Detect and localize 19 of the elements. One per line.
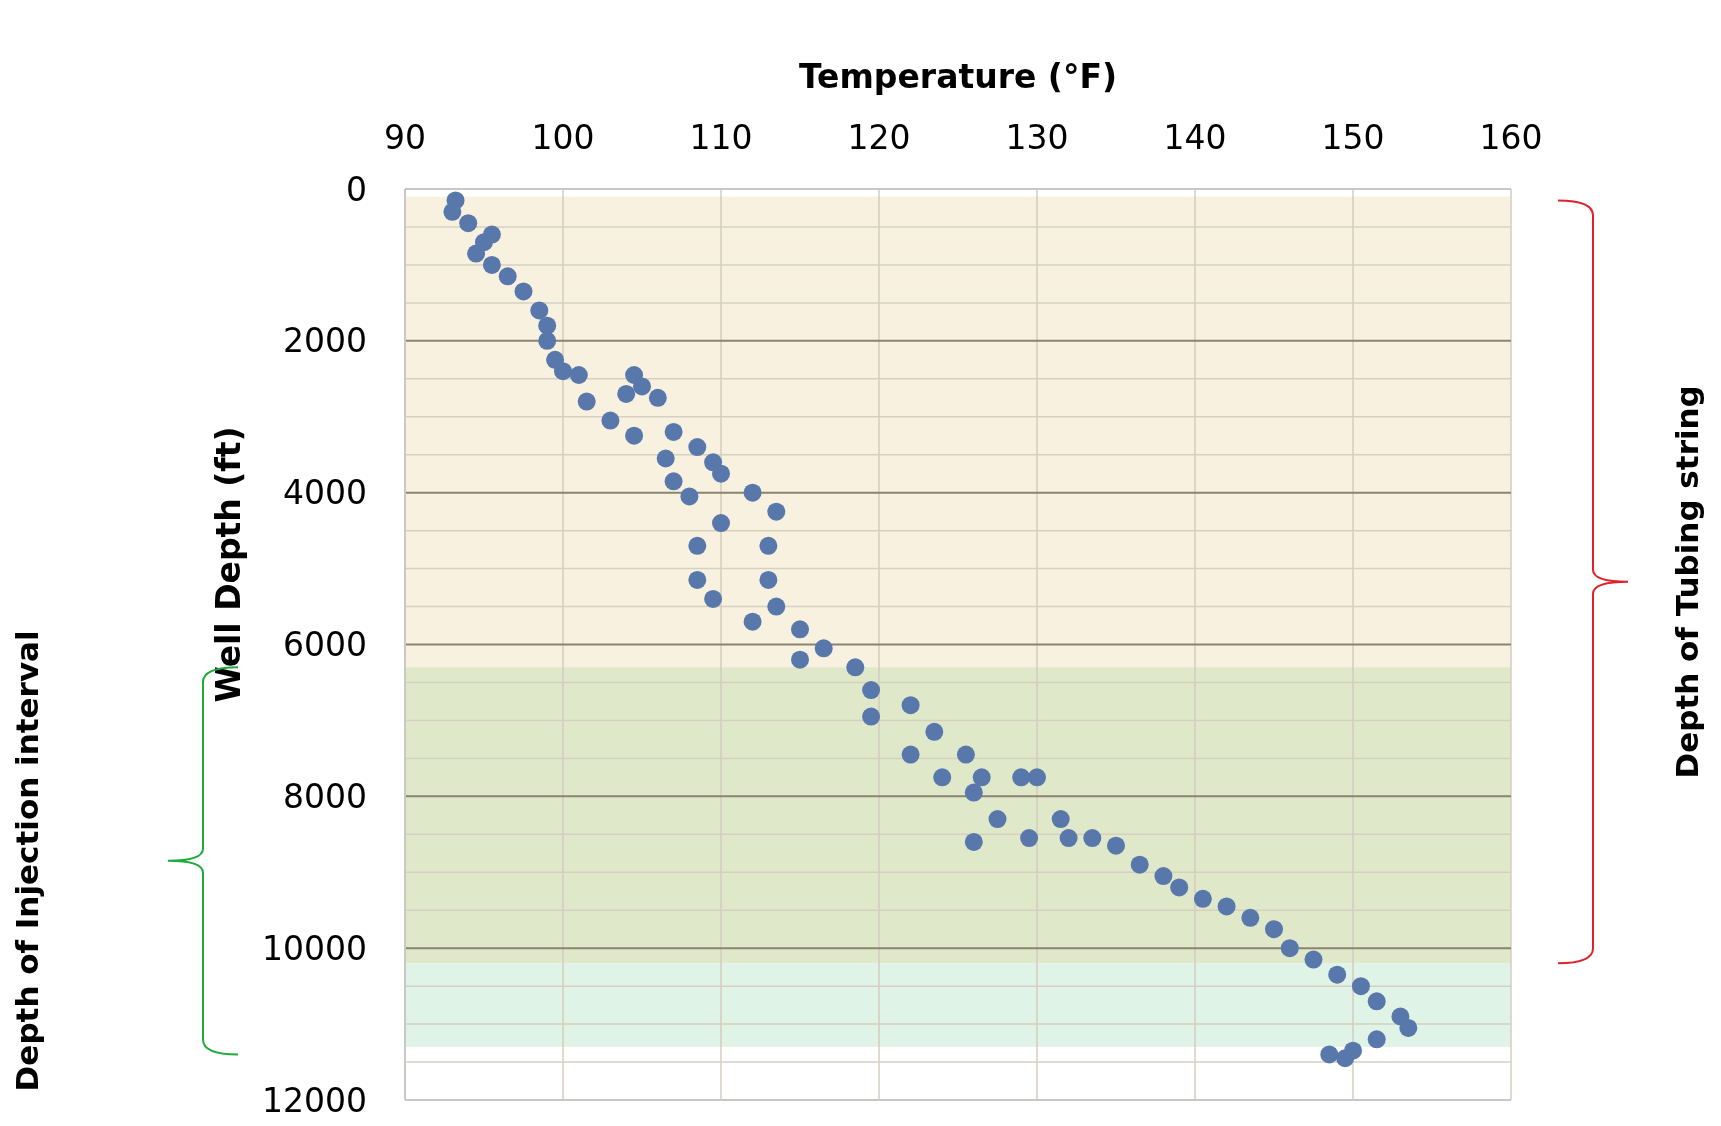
y-tick-label: 2000 — [283, 321, 367, 361]
y-axis-title: Well Depth (ft) — [209, 426, 248, 703]
x-tick-label: 100 — [531, 118, 595, 157]
x-tick-label: 150 — [1321, 118, 1385, 157]
x-tick-label: 120 — [847, 118, 911, 157]
y-tick-label: 10000 — [262, 928, 367, 968]
text: Depth of Injection interval — [9, 630, 45, 1092]
x-tick-label: 90 — [384, 118, 426, 157]
x-axis-title: Temperature (°F) — [798, 57, 1118, 96]
x-tick-label: 140 — [1163, 118, 1227, 157]
text: Depth of Tubing string — [1669, 385, 1705, 779]
x-tick-label: 130 — [1005, 118, 1069, 157]
x-tick-label: 110 — [689, 118, 753, 157]
y-tick-label: 0 — [346, 169, 367, 209]
y-tick-label: 8000 — [283, 776, 367, 816]
y-tick-label: 4000 — [283, 473, 367, 513]
y-tick-label: 12000 — [262, 1080, 367, 1120]
y-tick-label: 6000 — [283, 625, 367, 665]
x-tick-label: 160 — [1479, 118, 1543, 157]
